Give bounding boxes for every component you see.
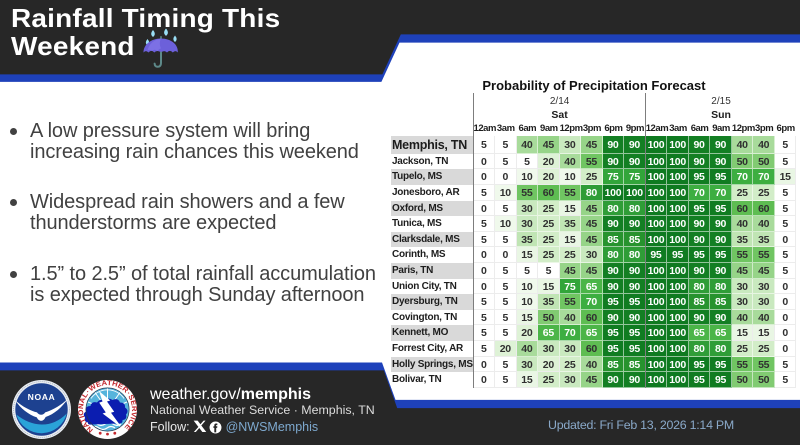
svg-text:NOAA: NOAA (27, 392, 55, 402)
